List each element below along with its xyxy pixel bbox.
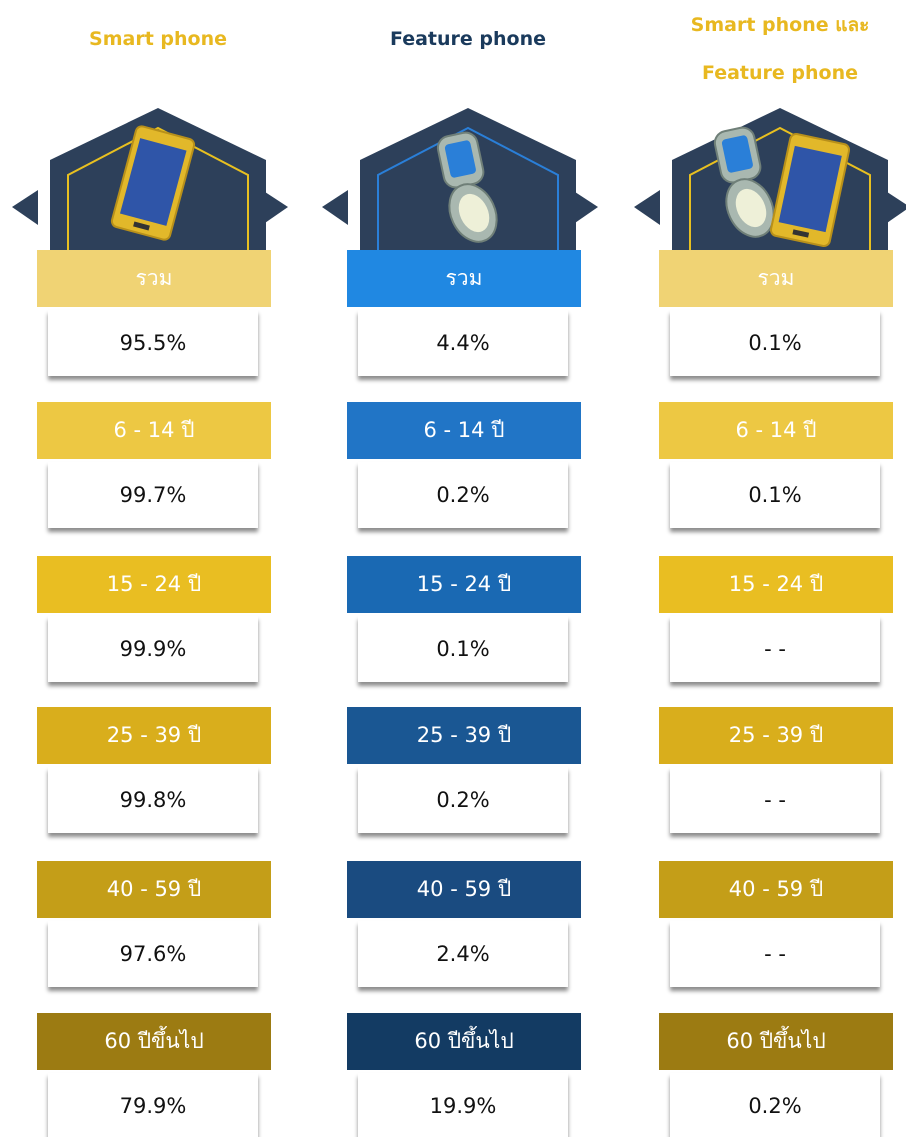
age-group-label: 40 - 59 ปี bbox=[347, 861, 581, 918]
value-box: 0.1% bbox=[358, 616, 568, 682]
age-group-label: รวม bbox=[659, 250, 893, 307]
phone-button bbox=[133, 221, 150, 231]
value-box: 99.8% bbox=[48, 767, 258, 833]
house-icon bbox=[12, 108, 288, 250]
value-box: 79.9% bbox=[48, 1073, 258, 1137]
age-group-label: รวม bbox=[347, 250, 581, 307]
value-box: 95.5% bbox=[48, 310, 258, 376]
value-box: - - bbox=[670, 921, 880, 987]
feature-phone-icon bbox=[436, 131, 498, 243]
age-group-label: 15 - 24 ปี bbox=[37, 556, 271, 613]
value-box: 4.4% bbox=[358, 310, 568, 376]
value-box: - - bbox=[670, 767, 880, 833]
age-group-label: 60 ปีขึ้นไป bbox=[37, 1013, 271, 1070]
arrow-right bbox=[262, 190, 288, 225]
feature-phone-icon bbox=[713, 126, 775, 238]
value-box: 0.2% bbox=[358, 767, 568, 833]
age-group-label: 40 - 59 ปี bbox=[37, 861, 271, 918]
smartphone-icon bbox=[110, 125, 196, 241]
age-group-label: 60 ปีขึ้นไป bbox=[347, 1013, 581, 1070]
value-box: 99.9% bbox=[48, 616, 258, 682]
icons bbox=[12, 108, 906, 250]
column-title: Feature phone bbox=[702, 62, 858, 84]
age-group-label: 6 - 14 ปี bbox=[659, 402, 893, 459]
house-outline bbox=[67, 126, 249, 250]
value-box: 0.2% bbox=[358, 462, 568, 528]
age-group-label: 40 - 59 ปี bbox=[659, 861, 893, 918]
age-group-label: 15 - 24 ปี bbox=[659, 556, 893, 613]
phone-keys bbox=[458, 193, 490, 233]
age-group-label: 6 - 14 ปี bbox=[37, 402, 271, 459]
age-group-label: 6 - 14 ปี bbox=[347, 402, 581, 459]
age-group-label: รวม bbox=[37, 250, 271, 307]
house-icon bbox=[634, 108, 906, 250]
arrow-right bbox=[572, 190, 598, 225]
value-box: 99.7% bbox=[48, 462, 258, 528]
age-group-label: 15 - 24 ปี bbox=[347, 556, 581, 613]
phone-screen bbox=[778, 145, 842, 233]
column-title: Smart phone และ bbox=[690, 14, 870, 36]
value-box: 97.6% bbox=[48, 921, 258, 987]
age-group-label: 60 ปีขึ้นไป bbox=[659, 1013, 893, 1070]
arrow-right bbox=[884, 190, 906, 225]
house-outline bbox=[377, 126, 559, 250]
value-box: 19.9% bbox=[358, 1073, 568, 1137]
phone-screen bbox=[119, 138, 187, 226]
arrow-left bbox=[322, 190, 348, 225]
value-box: 0.2% bbox=[670, 1073, 880, 1137]
smartphone-icon bbox=[769, 133, 851, 247]
phone-screen bbox=[721, 135, 753, 173]
phone-keys bbox=[735, 188, 767, 228]
age-group-label: 25 - 39 ปี bbox=[37, 707, 271, 764]
value-box: 0.1% bbox=[670, 310, 880, 376]
arrow-left bbox=[634, 190, 660, 225]
age-group-label: 25 - 39 ปี bbox=[347, 707, 581, 764]
column-title: Smart phone bbox=[89, 28, 227, 50]
house-outline bbox=[689, 126, 871, 250]
value-box: 0.1% bbox=[670, 462, 880, 528]
column-title: Feature phone bbox=[390, 28, 546, 50]
age-group-label: 25 - 39 ปี bbox=[659, 707, 893, 764]
value-box: - - bbox=[670, 616, 880, 682]
arrow-left bbox=[12, 190, 38, 225]
house-icon bbox=[322, 108, 598, 250]
value-box: 2.4% bbox=[358, 921, 568, 987]
phone-screen bbox=[444, 140, 476, 178]
phone-button bbox=[792, 229, 810, 238]
